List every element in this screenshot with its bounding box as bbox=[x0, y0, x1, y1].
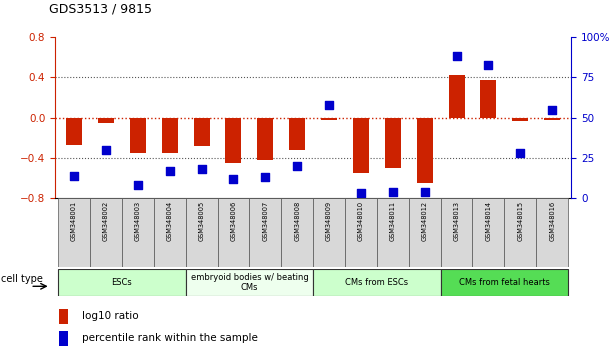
Bar bbox=[385, 118, 401, 168]
Bar bbox=[289, 118, 305, 150]
Point bbox=[483, 62, 493, 67]
Bar bbox=[417, 118, 433, 183]
Bar bbox=[98, 118, 114, 123]
Bar bbox=[66, 118, 82, 145]
Bar bbox=[59, 331, 68, 346]
Text: GSM348012: GSM348012 bbox=[422, 201, 428, 241]
Bar bbox=[257, 118, 273, 160]
Bar bbox=[313, 269, 441, 296]
Text: GSM348003: GSM348003 bbox=[135, 201, 141, 241]
Bar bbox=[441, 269, 568, 296]
Bar bbox=[353, 118, 369, 173]
Bar bbox=[59, 309, 68, 324]
Text: percentile rank within the sample: percentile rank within the sample bbox=[82, 333, 258, 343]
Bar bbox=[513, 118, 529, 121]
Text: GSM348005: GSM348005 bbox=[199, 201, 205, 241]
Bar bbox=[504, 198, 536, 267]
Point bbox=[356, 190, 366, 196]
Bar bbox=[249, 198, 281, 267]
Bar bbox=[58, 269, 186, 296]
Text: GSM348016: GSM348016 bbox=[549, 201, 555, 241]
Text: cell type: cell type bbox=[1, 274, 43, 284]
Text: GDS3513 / 9815: GDS3513 / 9815 bbox=[49, 3, 152, 16]
Bar bbox=[536, 198, 568, 267]
Bar bbox=[409, 198, 441, 267]
Point bbox=[516, 150, 525, 156]
Text: GSM348015: GSM348015 bbox=[518, 201, 523, 241]
Bar bbox=[313, 198, 345, 267]
Bar bbox=[544, 118, 560, 120]
Text: GSM348008: GSM348008 bbox=[295, 201, 300, 241]
Point bbox=[547, 107, 557, 113]
Point bbox=[197, 166, 207, 172]
Bar bbox=[321, 118, 337, 120]
Point bbox=[420, 189, 430, 195]
Text: ESCs: ESCs bbox=[112, 278, 133, 287]
Point bbox=[101, 147, 111, 153]
Bar bbox=[377, 198, 409, 267]
Text: GSM348014: GSM348014 bbox=[485, 201, 491, 241]
Text: GSM348002: GSM348002 bbox=[103, 201, 109, 241]
Point bbox=[165, 168, 175, 174]
Text: GSM348013: GSM348013 bbox=[453, 201, 459, 241]
Text: GSM348009: GSM348009 bbox=[326, 201, 332, 241]
Text: GSM348007: GSM348007 bbox=[262, 201, 268, 241]
Bar bbox=[225, 118, 241, 163]
Bar bbox=[472, 198, 504, 267]
Text: log10 ratio: log10 ratio bbox=[82, 312, 139, 321]
Bar bbox=[154, 198, 186, 267]
Text: GSM348010: GSM348010 bbox=[358, 201, 364, 241]
Text: GSM348011: GSM348011 bbox=[390, 201, 396, 241]
Text: CMs from ESCs: CMs from ESCs bbox=[345, 278, 408, 287]
Bar bbox=[122, 198, 154, 267]
Text: GSM348004: GSM348004 bbox=[167, 201, 173, 241]
Bar bbox=[281, 198, 313, 267]
Text: GSM348006: GSM348006 bbox=[230, 201, 236, 241]
Point bbox=[388, 189, 398, 195]
Point bbox=[69, 173, 79, 178]
Bar bbox=[194, 118, 210, 146]
Bar bbox=[441, 198, 472, 267]
Bar bbox=[218, 198, 249, 267]
Point bbox=[133, 183, 143, 188]
Bar bbox=[186, 269, 313, 296]
Point bbox=[324, 102, 334, 108]
Bar bbox=[162, 118, 178, 153]
Bar bbox=[90, 198, 122, 267]
Point bbox=[229, 176, 238, 182]
Bar bbox=[480, 80, 496, 118]
Bar bbox=[186, 198, 218, 267]
Bar bbox=[130, 118, 146, 153]
Text: embryoid bodies w/ beating
CMs: embryoid bodies w/ beating CMs bbox=[191, 273, 309, 292]
Bar bbox=[58, 198, 90, 267]
Text: GSM348001: GSM348001 bbox=[71, 201, 77, 241]
Point bbox=[452, 54, 461, 59]
Point bbox=[292, 163, 302, 169]
Bar bbox=[345, 198, 377, 267]
Bar bbox=[448, 75, 464, 118]
Point bbox=[260, 175, 270, 180]
Text: CMs from fetal hearts: CMs from fetal hearts bbox=[459, 278, 550, 287]
